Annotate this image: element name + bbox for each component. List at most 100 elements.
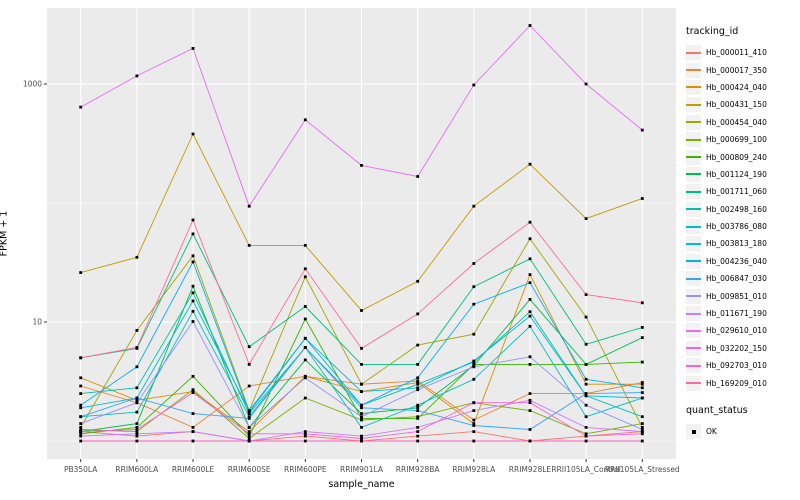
data-point <box>247 417 251 420</box>
legend-entry-label: Hb_000011_410 <box>706 48 767 58</box>
data-point <box>135 346 139 349</box>
x-tick-label: RRIM928BA <box>396 465 441 474</box>
data-point <box>303 267 307 271</box>
data-point <box>360 439 363 443</box>
legend-key-box <box>686 306 701 322</box>
data-point <box>584 415 588 419</box>
legend-entry-label: Hb_029610_010 <box>706 326 767 336</box>
data-point <box>640 439 644 443</box>
legend-entries-tracking-id: Hb_000011_410 Hb_000017_350 Hb_000424_040 H… <box>686 44 800 392</box>
data-point <box>528 392 532 395</box>
data-point <box>303 346 307 349</box>
legend-entry-label: Hb_000017_350 <box>706 65 767 75</box>
data-point <box>303 376 307 380</box>
data-point <box>135 439 139 443</box>
legend-color-line-icon <box>686 260 701 263</box>
legend-color-line-icon <box>686 277 701 280</box>
data-point <box>416 381 420 384</box>
data-point <box>584 315 588 319</box>
data-point <box>416 175 420 178</box>
data-point <box>528 162 532 166</box>
data-point <box>472 418 476 422</box>
data-point <box>416 426 420 429</box>
legend-color-line-icon <box>686 312 701 315</box>
data-point <box>416 403 420 407</box>
data-point <box>416 312 420 316</box>
data-point <box>135 428 139 431</box>
data-point <box>584 217 588 220</box>
data-point <box>528 281 532 285</box>
data-point <box>303 336 307 340</box>
data-point <box>247 434 251 438</box>
data-point <box>472 302 476 306</box>
data-point <box>360 164 363 167</box>
data-point <box>191 412 195 415</box>
legend-entry-Hb_000431_150: Hb_000431_150 <box>686 96 800 113</box>
legend-entry-Hb_000454_040: Hb_000454_040 <box>686 114 800 131</box>
legend-entry-Hb_000011_410: Hb_000011_410 <box>686 44 800 61</box>
data-point <box>584 293 588 296</box>
data-point <box>79 415 83 419</box>
legend-key-box <box>686 236 701 252</box>
data-point <box>528 314 532 318</box>
legend-entry-Hb_002498_160: Hb_002498_160 <box>686 201 800 218</box>
data-point <box>247 244 251 247</box>
data-point <box>472 430 476 433</box>
data-point <box>135 426 139 429</box>
ok-square-marker-icon <box>691 429 696 434</box>
data-point <box>191 439 195 443</box>
data-point <box>79 422 83 425</box>
data-point <box>416 388 420 392</box>
data-point <box>79 384 83 388</box>
data-point <box>640 326 644 329</box>
data-point <box>360 418 363 422</box>
legend-entry-label: Hb_009851_010 <box>706 291 767 301</box>
data-point <box>303 305 307 308</box>
legend-entry-label: Hb_000809_240 <box>706 152 767 162</box>
data-point <box>584 82 588 86</box>
legend-color-line-icon <box>686 242 701 245</box>
data-point <box>191 284 195 288</box>
data-point <box>303 430 307 433</box>
data-point <box>360 426 363 429</box>
data-point <box>416 376 420 380</box>
data-point <box>416 382 420 386</box>
data-point <box>247 345 251 349</box>
data-point <box>416 279 420 283</box>
data-point <box>416 434 420 438</box>
data-point <box>584 439 588 443</box>
legend-key-box <box>686 79 701 95</box>
data-point <box>416 406 420 410</box>
legend-entry-Hb_011671_190: Hb_011671_190 <box>686 305 800 322</box>
data-point <box>584 363 588 366</box>
legend-entry-label: Hb_000424_040 <box>706 82 767 92</box>
data-point <box>303 374 307 378</box>
data-point <box>303 118 307 122</box>
legend-entry-label: Hb_011671_190 <box>706 309 767 319</box>
data-point <box>416 415 420 419</box>
data-point <box>640 391 644 394</box>
data-point <box>135 329 139 332</box>
data-point <box>360 382 363 386</box>
data-point <box>640 428 644 431</box>
legend-entry-Hb_001711_060: Hb_001711_060 <box>686 183 800 200</box>
legend-color-line-icon <box>686 173 701 176</box>
data-point <box>79 356 83 360</box>
data-point <box>360 403 363 407</box>
data-point <box>191 299 195 303</box>
data-point <box>472 422 476 425</box>
legend-key-box <box>686 358 701 374</box>
data-point <box>528 273 532 276</box>
data-point <box>79 403 83 407</box>
data-point <box>416 430 420 433</box>
data-point <box>640 128 644 132</box>
data-point <box>640 422 644 425</box>
data-point <box>135 430 139 433</box>
data-point <box>247 432 251 436</box>
legend-key-box <box>686 219 701 235</box>
legend-entry-Hb_006847_030: Hb_006847_030 <box>686 270 800 287</box>
data-point <box>79 426 83 429</box>
data-point <box>247 439 251 443</box>
data-point <box>472 359 476 363</box>
legend-key-box <box>686 288 701 304</box>
